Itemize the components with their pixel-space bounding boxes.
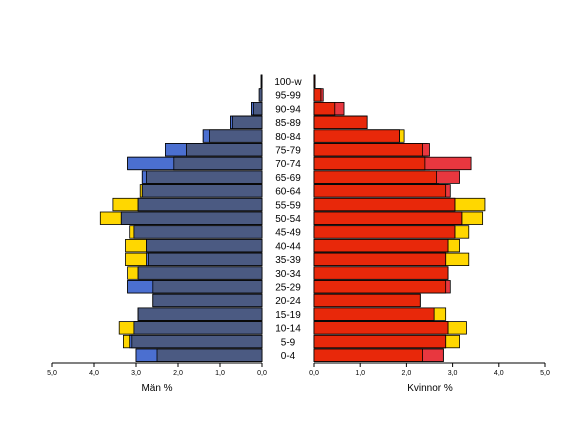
female-bar-25-29-s0 xyxy=(313,280,447,294)
age-label-20-24: 20-24 xyxy=(275,296,301,307)
axis-ticks: 5,0 4,0 3,0 2,0 1,0 0,0 0,0 1,0 2,0 3,0 4,0 5,0 xyxy=(47,363,550,377)
female-tick-label: 4,0 xyxy=(494,370,504,377)
female-tick-label: 5,0 xyxy=(540,370,550,377)
female-bar-90-94-s0 xyxy=(313,102,336,116)
male-bar-35-39-s0 xyxy=(148,252,263,267)
age-label-65-69: 65-69 xyxy=(275,173,301,184)
female-bar-65-69-s0 xyxy=(313,170,437,184)
age-label-95-99: 95-99 xyxy=(275,91,301,102)
female-tick-label: 1,0 xyxy=(355,370,365,377)
male-bar-45-49-s0 xyxy=(133,225,263,239)
male-bar-30-34-s0 xyxy=(137,266,263,280)
female-bar-30-34-s0 xyxy=(313,266,449,280)
male-tick-label: 5,0 xyxy=(47,370,57,377)
age-label-40-44: 40-44 xyxy=(275,241,301,252)
male-bar-5-9-s0 xyxy=(131,334,263,349)
male-bar-10-14-s0 xyxy=(133,321,263,335)
male-bar-75-79-s0 xyxy=(185,143,263,157)
male-bar-20-24-s0 xyxy=(152,293,263,308)
female-tick-label: 2,0 xyxy=(402,370,412,377)
age-label-60-64: 60-64 xyxy=(275,187,301,198)
female-bar-45-49-s0 xyxy=(313,225,456,239)
female-tick-label: 0,0 xyxy=(309,370,319,377)
age-label-80-84: 80-84 xyxy=(275,132,301,143)
age-label-10-14: 10-14 xyxy=(275,324,301,335)
female-bar-35-39-s0 xyxy=(313,252,447,267)
female-bar-0-4-s0 xyxy=(313,348,423,362)
female-axis-title: Kvinnor % xyxy=(407,383,453,394)
age-label-5-9: 5-9 xyxy=(281,337,296,348)
female-bar-85-89-s0 xyxy=(313,115,368,129)
male-bar-80-84-s0 xyxy=(209,129,263,143)
male-tick-label: 1,0 xyxy=(215,370,225,377)
female-bar-75-79-s0 xyxy=(313,143,423,157)
age-label-75-79: 75-79 xyxy=(275,146,301,157)
male-axis-title: Män % xyxy=(141,383,172,394)
female-bar-15-19-s0 xyxy=(313,307,435,321)
male-tick-label: 4,0 xyxy=(89,370,99,377)
male-bar-90-94-s0 xyxy=(253,102,263,116)
age-label-85-89: 85-89 xyxy=(275,118,301,129)
age-label-0-4: 0-4 xyxy=(281,351,296,362)
male-bar-85-89-s0 xyxy=(232,115,263,129)
male-tick-label: 3,0 xyxy=(131,370,141,377)
age-label-30-34: 30-34 xyxy=(275,269,301,280)
male-bar-65-69-s0 xyxy=(146,170,263,184)
male-bar-15-19-s0 xyxy=(137,307,263,321)
age-label-15-19: 15-19 xyxy=(275,310,301,321)
female-bar-5-9-s0 xyxy=(313,334,447,349)
male-bars xyxy=(99,74,263,362)
male-bar-55-59-s0 xyxy=(137,197,263,212)
female-bar-10-14-s0 xyxy=(313,321,449,335)
age-label-50-54: 50-54 xyxy=(275,214,301,225)
female-bar-55-59-s0 xyxy=(313,197,456,212)
age-label-70-74: 70-74 xyxy=(275,159,301,170)
age-label-100-w: 100-w xyxy=(274,77,302,88)
female-bar-50-54-s0 xyxy=(313,211,463,225)
male-tick-label: 0,0 xyxy=(257,370,267,377)
age-label-35-39: 35-39 xyxy=(275,255,301,266)
female-bar-80-84-s0 xyxy=(313,129,400,143)
age-label-55-59: 55-59 xyxy=(275,200,301,211)
male-bar-50-54-s0 xyxy=(120,211,263,225)
male-bar-25-29-s0 xyxy=(152,280,263,294)
female-bars xyxy=(313,74,486,362)
male-tick-label: 2,0 xyxy=(173,370,183,377)
age-group-labels: 0-4 5-9 10-14 15-19 20-24 25-29 30-34 35-39 40-4… xyxy=(274,77,302,362)
female-bar-95-99-s0 xyxy=(313,88,322,102)
female-bar-60-64-s0 xyxy=(313,184,447,198)
male-bar-60-64-s0 xyxy=(141,184,263,198)
age-label-90-94: 90-94 xyxy=(275,104,301,115)
female-bar-20-24-s0 xyxy=(313,293,421,308)
male-bar-70-74-s0 xyxy=(173,156,263,171)
age-label-25-29: 25-29 xyxy=(275,283,301,294)
male-bar-40-44-s0 xyxy=(146,238,263,253)
female-bar-100-w-s0 xyxy=(313,74,316,88)
male-bar-0-4-s0 xyxy=(156,348,263,362)
female-bar-70-74-s0 xyxy=(313,156,426,171)
age-label-45-49: 45-49 xyxy=(275,228,301,239)
male-bar-95-99-s0 xyxy=(258,88,263,102)
male-bar-100-w-s0 xyxy=(260,74,263,88)
female-tick-label: 3,0 xyxy=(448,370,458,377)
female-bar-40-44-s0 xyxy=(313,238,449,253)
